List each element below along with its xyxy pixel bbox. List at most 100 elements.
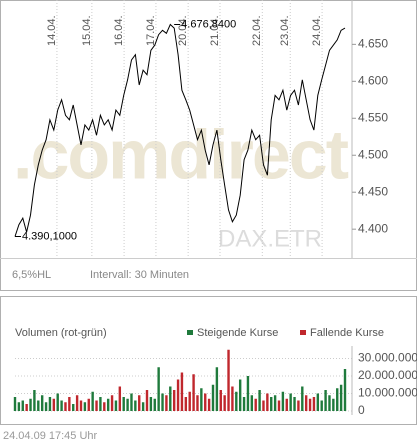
y-tick-label: 4.450: [358, 184, 388, 198]
y-tick-label: 4.650: [358, 37, 388, 51]
volume-bar: [21, 400, 24, 411]
volume-bar: [138, 395, 141, 411]
volume-bar: [172, 390, 176, 411]
y-tick-label: 0: [358, 403, 365, 417]
volume-bar: [266, 393, 269, 411]
watermark: .comdirect: [13, 115, 349, 193]
volume-bar: [312, 397, 316, 411]
note: Intervall: 30 Minuten: [90, 269, 189, 281]
volume-bar: [223, 395, 226, 411]
volume-bar: [48, 397, 52, 411]
note: 6,5%HL: [12, 269, 51, 281]
y-tick-label: 4.550: [358, 110, 388, 124]
volume-bar: [126, 398, 129, 411]
volume-bar: [91, 391, 94, 411]
volume-bar: [52, 398, 56, 411]
volume-bar: [270, 397, 273, 411]
volume-bar: [165, 395, 168, 411]
timestamp: 24.04.09 17:45 Uhr: [3, 430, 98, 442]
volume-bar: [332, 398, 335, 411]
y-tick-label: 4.500: [358, 147, 388, 161]
volume-bar: [328, 395, 331, 411]
volume-bar: [130, 393, 133, 411]
volume-bar: [339, 384, 343, 411]
volume-bar: [95, 400, 98, 411]
volume-bar: [219, 390, 222, 411]
volume-bar: [68, 397, 71, 411]
y-tick-label: 30.000.000: [358, 351, 417, 365]
legend-swatch: [300, 330, 306, 335]
source-watermark: DAX.ETR: [218, 225, 322, 252]
volume-bar: [25, 404, 28, 411]
volume-bar: [60, 400, 63, 411]
y-tick-label: 20.000.000: [358, 368, 417, 382]
volume-bar: [324, 390, 327, 411]
volume-bar: [211, 384, 215, 411]
volume-bar: [204, 393, 207, 411]
volume-bar: [141, 402, 145, 411]
volume-bar: [235, 391, 238, 411]
x-tick-label: 16.04.: [113, 15, 125, 46]
volume-bar: [196, 395, 199, 411]
volume-bar: [79, 400, 83, 411]
volume-bar: [37, 400, 40, 411]
volume-bar: [17, 402, 21, 411]
volume-bar: [254, 398, 257, 411]
volume-bar: [188, 391, 191, 411]
volume-bar: [277, 400, 281, 411]
volume-bar: [285, 398, 288, 411]
volume-bar: [289, 393, 292, 411]
x-tick-label: 14.04.: [46, 15, 58, 46]
volume-bar: [246, 376, 250, 411]
volume-bar: [145, 390, 149, 411]
volume-bar: [106, 398, 110, 411]
volume-bar: [336, 388, 339, 411]
volume-bar: [64, 402, 67, 411]
volume-bar: [242, 397, 246, 411]
legend-label: Fallende Kurse: [310, 327, 384, 339]
volume-bar: [227, 349, 230, 411]
volume-bar: [29, 398, 32, 411]
volume-bar: [122, 397, 125, 411]
volume-bar: [72, 404, 75, 411]
y-tick-label: 4.400: [358, 221, 388, 235]
volume-bar: [215, 367, 219, 411]
volume-bar: [297, 400, 300, 411]
volume-bar: [308, 398, 312, 411]
x-tick-label: 20.04.: [177, 15, 189, 46]
x-tick-label: 17.04.: [145, 15, 157, 46]
volume-bar: [192, 374, 195, 411]
volume-bar: [320, 400, 323, 411]
legend-label: Steigende Kurse: [197, 327, 278, 339]
volume-bar: [83, 402, 87, 411]
annotation: 4.676,8400: [181, 18, 236, 30]
volume-bar: [304, 395, 308, 411]
x-tick-label: 23.04.: [279, 15, 291, 46]
volume-bar: [149, 397, 153, 411]
price-line: [14, 23, 346, 237]
volume-bar: [180, 372, 184, 411]
volume-bar: [238, 379, 242, 411]
volume-bar: [87, 398, 90, 411]
volume-bar: [157, 367, 160, 411]
volume-bar: [262, 400, 265, 411]
x-tick-label: 24.04.: [311, 15, 323, 46]
volume-bar: [176, 379, 180, 411]
volume-bar: [114, 400, 118, 411]
volume-bar: [13, 397, 17, 411]
volume-bar: [40, 395, 44, 411]
volume-bar: [103, 402, 106, 411]
volume-bar: [343, 369, 347, 411]
volume-bar: [169, 386, 172, 411]
volume-bar: [33, 390, 36, 411]
volume-bar: [316, 393, 320, 411]
volume-bar: [250, 395, 254, 411]
volume-bar: [258, 390, 261, 411]
x-tick-label: 15.04.: [81, 15, 93, 46]
annotation: 4.390,1000: [22, 230, 77, 242]
volume-bar: [273, 395, 277, 411]
volume-title: Volumen (rot-grün): [15, 327, 107, 339]
volume-bar: [99, 397, 102, 411]
volume-bar: [231, 386, 234, 411]
